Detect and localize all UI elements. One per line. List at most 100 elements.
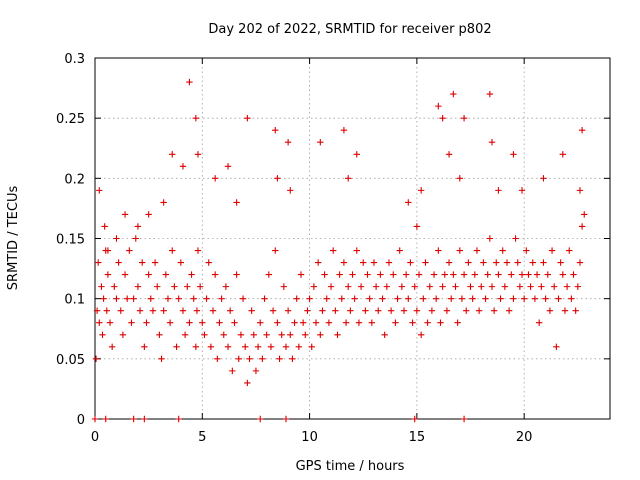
data-point [379, 295, 386, 302]
data-point [437, 319, 444, 326]
data-point [469, 295, 476, 302]
data-point [211, 271, 219, 278]
data-point [377, 271, 384, 278]
data-point [445, 151, 453, 158]
data-point [392, 319, 399, 326]
data-point [372, 283, 380, 290]
data-point [179, 163, 187, 170]
data-point [493, 259, 500, 266]
data-point [121, 211, 129, 218]
data-point [92, 355, 100, 363]
data-point [407, 259, 414, 266]
data-point [115, 259, 122, 266]
data-point [342, 319, 350, 326]
data-point [360, 259, 367, 266]
data-point [267, 343, 275, 350]
data-point [269, 307, 277, 314]
data-point [452, 283, 459, 290]
data-point [535, 319, 543, 326]
data-point [291, 319, 298, 326]
data-point [209, 307, 217, 314]
data-point [323, 295, 330, 302]
data-point [280, 283, 288, 290]
data-point [426, 283, 433, 290]
data-point [95, 259, 102, 266]
data-point [514, 259, 521, 266]
data-point [486, 90, 494, 98]
data-point [551, 283, 558, 290]
data-point [101, 223, 108, 230]
data-point [134, 283, 142, 290]
data-point [205, 259, 212, 266]
data-point [284, 307, 292, 314]
data-point [473, 247, 481, 254]
data-point [91, 415, 99, 423]
data-point [220, 331, 227, 338]
data-point [218, 295, 225, 302]
data-point [417, 187, 425, 194]
data-point [104, 247, 112, 254]
data-point [329, 247, 337, 254]
data-point [490, 307, 498, 314]
data-point [113, 235, 120, 242]
data-point [542, 295, 549, 302]
data-point [160, 199, 167, 206]
data-point [103, 307, 111, 314]
data-point [501, 283, 509, 290]
data-point [233, 271, 240, 278]
data-point [355, 319, 363, 326]
data-point [510, 151, 517, 158]
y-tick-label: 0.3 [64, 52, 85, 67]
data-point [572, 307, 579, 314]
data-point [126, 247, 133, 254]
data-point [96, 187, 103, 194]
data-point [164, 295, 172, 302]
data-point [495, 271, 502, 278]
data-point [190, 295, 197, 302]
data-point [488, 283, 496, 290]
data-point [548, 247, 556, 254]
data-point [276, 355, 283, 363]
data-point [224, 343, 232, 350]
data-point [237, 331, 245, 338]
data-point [166, 319, 174, 326]
data-point [503, 259, 511, 266]
data-point [186, 78, 193, 86]
data-point [553, 343, 560, 350]
data-point [173, 343, 180, 350]
data-point [413, 223, 421, 230]
data-point [274, 175, 281, 182]
data-point [254, 343, 262, 350]
data-point [471, 271, 479, 278]
data-point [121, 271, 129, 278]
data-point [405, 199, 412, 206]
data-point [130, 415, 137, 423]
data-point [160, 307, 167, 314]
data-point [460, 114, 468, 122]
data-point [321, 271, 328, 278]
data-point [463, 307, 470, 314]
data-point [222, 283, 230, 290]
data-point [306, 295, 313, 302]
data-point [261, 295, 268, 302]
data-point [149, 307, 157, 314]
data-point [192, 343, 200, 350]
data-point [134, 223, 142, 230]
y-tick-label: 0.05 [56, 353, 85, 368]
data-point [289, 355, 296, 363]
data-point [113, 295, 120, 302]
data-point [145, 271, 152, 278]
data-point [432, 295, 440, 302]
x-tick-label: 10 [301, 430, 318, 445]
data-point [405, 295, 412, 302]
data-point [523, 247, 530, 254]
data-point [250, 331, 257, 338]
data-point [263, 331, 270, 338]
data-point [420, 295, 427, 302]
data-point [450, 271, 457, 278]
data-point [207, 343, 215, 350]
data-point [353, 151, 360, 158]
data-point [312, 319, 320, 326]
data-point [259, 355, 266, 363]
data-point [540, 259, 547, 266]
